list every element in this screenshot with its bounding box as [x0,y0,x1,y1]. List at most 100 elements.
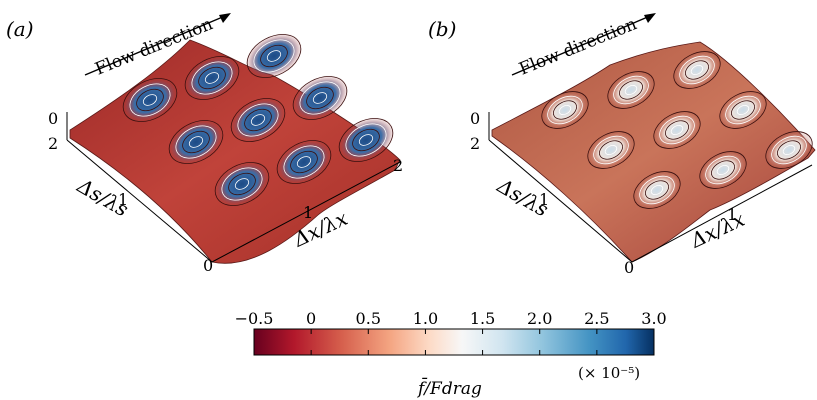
contour [619,80,643,100]
colorbar-tick-label: 3.0 [641,309,666,328]
contour [191,61,233,95]
panel-label: (a) [6,17,34,41]
contour [129,83,171,117]
peak [229,97,287,143]
peak [718,90,768,130]
flow-arrow [511,13,656,76]
ds-axis [66,139,213,263]
peak [764,130,814,170]
contour [705,155,741,185]
contour [237,103,279,137]
flow-arrow [84,13,231,76]
contour [299,81,341,115]
contour [246,34,302,78]
colorbar-scale-label: (× 10⁻⁵) [578,364,640,382]
peak [672,50,722,90]
contour [553,100,577,120]
contour [665,120,689,140]
contour [765,131,813,169]
ds-tick: 1 [539,190,549,209]
contour [230,98,286,142]
dx-tick: 1 [727,205,737,224]
ds-axis-label: Δs/λs [493,173,553,221]
contour [214,162,270,206]
contour [593,135,629,165]
ds-tick: 2 [470,134,480,153]
contour [685,60,709,80]
contour [234,178,250,190]
peak [540,90,590,130]
contour [607,71,655,109]
contour [168,120,224,164]
contour [204,72,220,84]
colorbar-quantity-label: f̄/Fdrag [416,376,482,399]
peak [275,139,333,185]
contour [604,144,618,156]
dx-axis [631,164,813,263]
colorbar-tick-label: 0 [306,309,316,328]
contour [587,131,635,169]
colorbar-tick-label: 2.5 [584,309,609,328]
peak [245,33,303,79]
contour-lines [541,51,813,209]
surface-peaks [540,50,814,210]
contour [673,51,721,89]
contour [645,180,669,200]
colorbar-gradient [253,328,655,356]
ds-axis [488,139,633,263]
contour [290,150,318,174]
contour [175,125,217,159]
ds-tick: 0 [203,256,213,275]
contour [142,94,158,106]
contour [352,128,380,152]
contour [699,151,747,189]
contour [338,118,394,162]
contour [253,39,295,73]
contour [624,84,638,96]
ds-tick: 2 [48,134,58,153]
contour [244,108,272,132]
peak [291,75,349,121]
z-tick: 0 [48,109,58,128]
contour [182,130,210,154]
peak [213,161,271,207]
colorbar-tick-label: 1.5 [470,309,495,328]
contour [771,135,807,165]
contour [221,167,263,201]
contour [670,124,684,136]
contour [653,111,701,149]
contour [184,56,240,100]
panel-label: (b) [428,17,456,41]
contour [122,78,178,122]
contour [599,140,623,160]
peak [606,70,656,110]
peak [586,130,636,170]
contour [659,115,695,145]
contour [613,75,649,105]
z-tick: 0 [470,109,480,128]
contour [782,144,796,156]
ds-tick: 1 [118,190,128,209]
contour [541,91,589,129]
surface-peaks [121,33,395,207]
dx-tick: 2 [393,156,403,175]
contour [725,95,761,125]
peak [183,55,241,101]
panel-a: (a) Flow direction 0 2 1 0 1 2 Δs/λs Δx/… [6,13,403,275]
contour [296,156,312,168]
contour [719,91,767,129]
contour [136,88,164,112]
colorbar-tick-label: 0.5 [356,309,381,328]
contour [345,123,387,157]
contour [650,184,664,196]
peak [121,77,179,123]
colorbar: −0.5 0 0.5 1.0 1.5 2.0 2.5 3.0 (× 10⁻⁵) f̄/Fdra… [235,309,667,399]
peak [698,150,748,190]
panel-b: (b) Flow direction 0 2 1 0 1 Δs/λs Δx/λx [428,13,816,277]
contour [228,172,256,196]
peak [167,119,225,165]
contour-lines [122,34,394,206]
contour [312,92,328,104]
contour [777,140,801,160]
contour [736,104,750,116]
